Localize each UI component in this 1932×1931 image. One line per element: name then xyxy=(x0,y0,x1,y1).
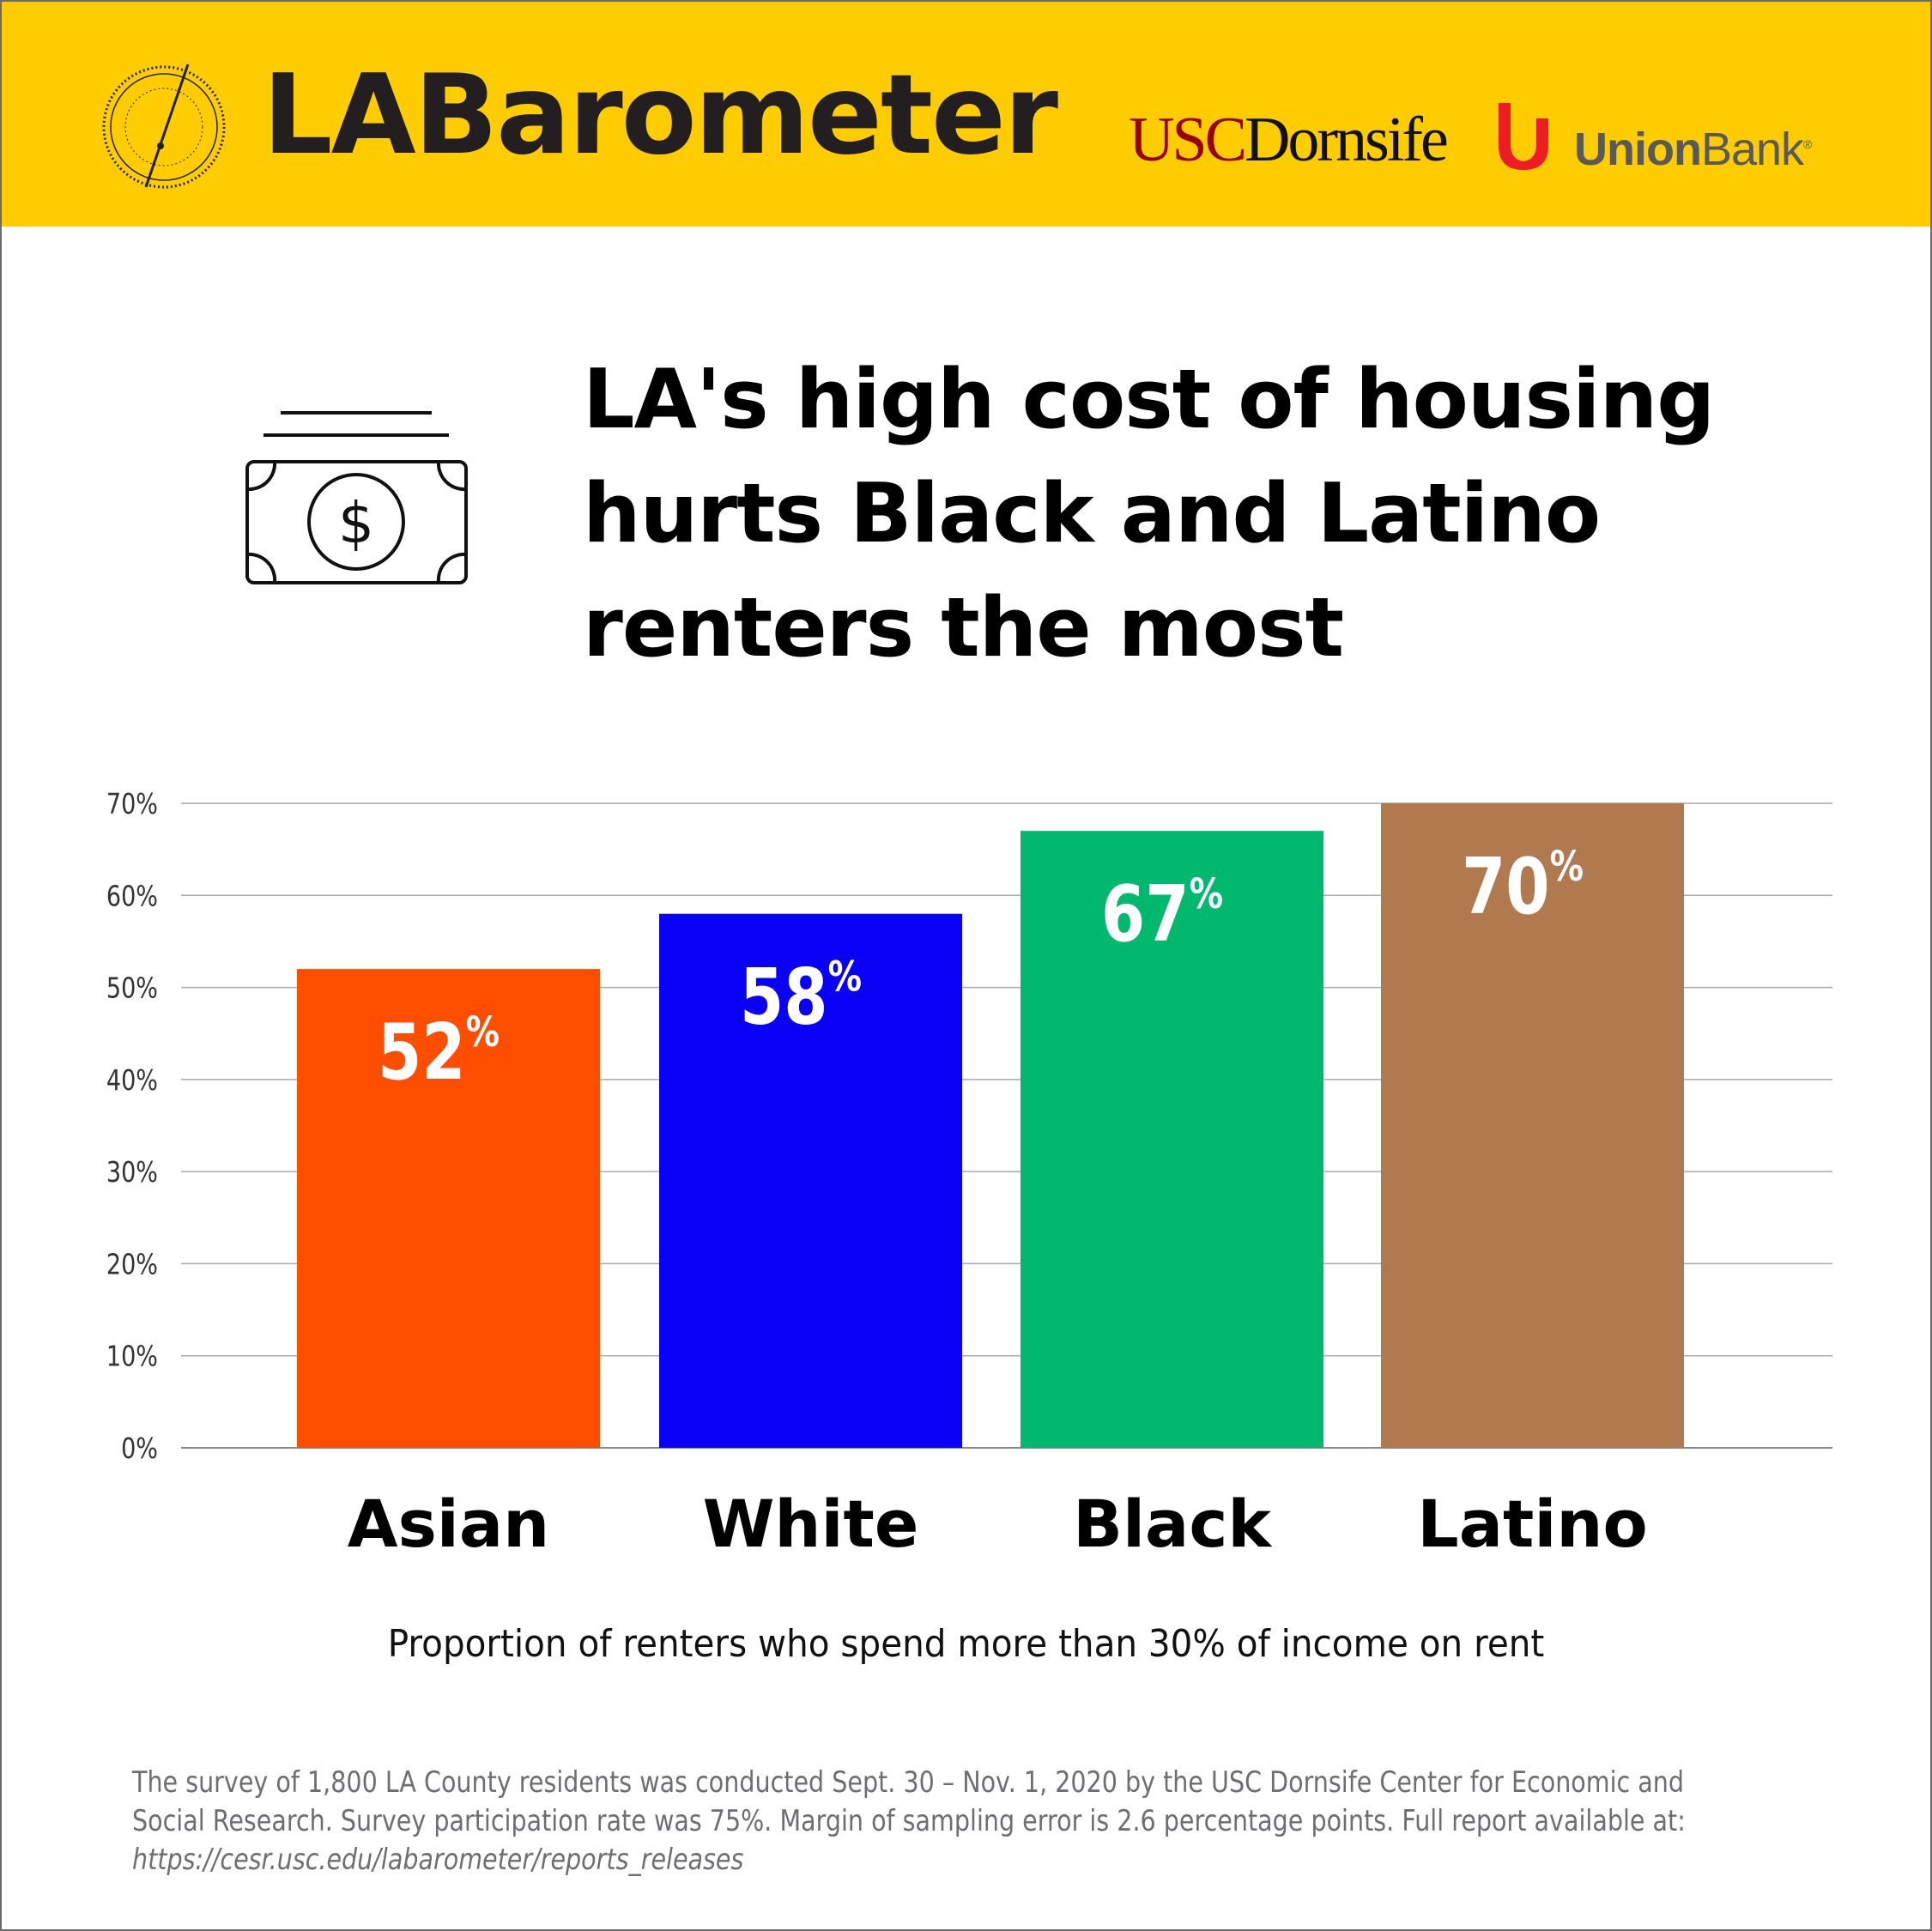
barometer-gauge-icon xyxy=(102,64,226,189)
y-tick-label: 30% xyxy=(106,1157,158,1189)
y-tick-label: 40% xyxy=(106,1064,158,1097)
registered-mark: ® xyxy=(1803,137,1812,151)
category-label: White xyxy=(703,1486,919,1562)
bar-asian xyxy=(297,969,600,1448)
svg-text:$: $ xyxy=(338,490,374,556)
value-label: 67% xyxy=(1101,870,1223,959)
category-label: Black xyxy=(1073,1486,1272,1562)
bar-white xyxy=(659,913,962,1448)
value-label: 52% xyxy=(378,1008,500,1098)
bar-black xyxy=(1021,831,1323,1448)
brand-logo: LABarometer xyxy=(263,51,1058,179)
footnote-line: The survey of 1,800 LA County residents … xyxy=(132,1765,1685,1800)
bar-chart: 0% 10% 20% 30% 40% 50% 60% 70% 52% Asian 58% White 6… xyxy=(106,788,1832,1562)
value-label: 70% xyxy=(1462,843,1584,932)
chart-x-label: Proportion of renters who spend more tha… xyxy=(387,1622,1545,1666)
report-link[interactable]: https://cesr.usc.edu/labarometer/reports… xyxy=(132,1843,744,1877)
y-tick-label: 10% xyxy=(106,1341,158,1373)
category-label: Asian xyxy=(348,1486,550,1562)
title-line: LA's high cost of housing xyxy=(583,353,1715,447)
y-tick-label: 60% xyxy=(106,881,158,913)
value-label: 58% xyxy=(740,953,862,1043)
union-text: Union xyxy=(1574,124,1702,175)
y-tick-label: 20% xyxy=(106,1249,158,1281)
y-tick-label: 0% xyxy=(121,1432,158,1465)
title-line: hurts Black and Latino xyxy=(583,467,1601,561)
page-title: LA's high cost of housing hurts Black an… xyxy=(583,343,1715,686)
usc-text: USC xyxy=(1129,105,1247,175)
usc-dornsife-logo: USCDornsife xyxy=(1129,101,1449,179)
union-bank-icon xyxy=(1499,103,1548,170)
money-bill-icon: $ xyxy=(245,411,468,584)
header-banner: LABarometer USCDornsife UnionBank® xyxy=(0,0,1932,227)
bank-text: Bank xyxy=(1700,124,1804,175)
footnote-line: Social Research. Survey participation ra… xyxy=(132,1804,1686,1838)
dornsife-text: Dornsife xyxy=(1244,105,1449,175)
union-bank-logo: UnionBank® xyxy=(1574,117,1812,177)
title-line: renters the most xyxy=(583,581,1344,675)
bar-latino xyxy=(1381,803,1684,1448)
footnote: The survey of 1,800 LA County residents … xyxy=(132,1764,1686,1880)
y-tick-label: 70% xyxy=(106,788,158,820)
category-label: Latino xyxy=(1417,1486,1647,1562)
y-tick-label: 50% xyxy=(106,972,158,1005)
